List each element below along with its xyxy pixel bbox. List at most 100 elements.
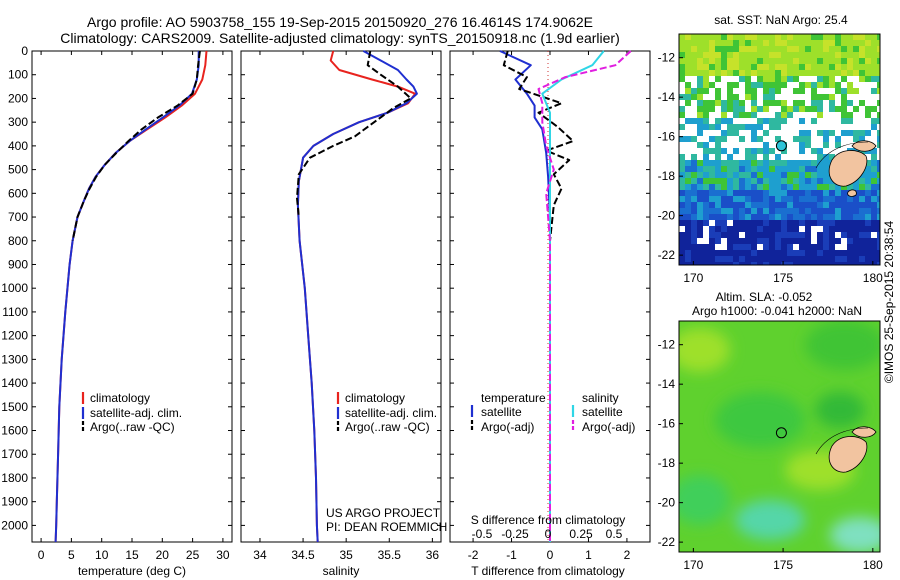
sst-cell	[715, 130, 722, 137]
sst-cell	[871, 88, 878, 95]
sst-cell	[763, 238, 770, 245]
sst-cell	[757, 142, 764, 149]
sst-cell	[787, 244, 794, 251]
sst-cell	[715, 106, 722, 113]
sst-cell	[877, 136, 880, 143]
sst-cell	[715, 184, 722, 191]
sst-cell	[775, 184, 782, 191]
sst-cell	[781, 166, 788, 173]
sst-cell	[835, 106, 842, 113]
sst-cell	[877, 142, 880, 149]
sst-cell	[781, 64, 788, 71]
sst-cell	[721, 256, 728, 263]
sst-cell	[871, 232, 878, 239]
sst-cell	[757, 124, 764, 131]
sst-cell	[775, 34, 782, 41]
sst-cell	[733, 244, 740, 251]
sst-cell	[709, 58, 716, 65]
sst-cell	[685, 244, 692, 251]
sst-cell	[721, 184, 728, 191]
sst-cell	[691, 208, 698, 215]
sst-cell	[781, 94, 788, 101]
lat-tick-label: -12	[658, 338, 676, 352]
sst-cell	[685, 214, 692, 221]
sst-cell	[811, 202, 818, 209]
lon-tick-label: 180	[863, 271, 883, 285]
sst-cell	[805, 160, 812, 167]
sst-cell	[865, 214, 872, 221]
sst-cell	[841, 130, 848, 137]
sst-cell	[727, 100, 734, 107]
sst-cell	[811, 136, 818, 143]
sst-cell	[745, 220, 752, 227]
sst-cell	[793, 184, 800, 191]
sst-cell	[829, 52, 836, 59]
sst-cell	[763, 76, 770, 83]
sst-cell	[871, 190, 878, 197]
sst-cell	[685, 190, 692, 197]
sst-cell	[679, 244, 686, 251]
sst-cell	[847, 40, 854, 47]
sst-cell	[697, 166, 704, 173]
sst-cell	[787, 64, 794, 71]
sst-cell	[757, 88, 764, 95]
fiji-islands	[815, 140, 877, 197]
sst-cell	[757, 238, 764, 245]
sst-cell	[745, 214, 752, 221]
sst-cell	[763, 172, 770, 179]
sst-cell	[697, 250, 704, 257]
sst-map-title: sat. SST: NaN Argo: 25.4	[714, 13, 848, 27]
sst-cell	[859, 136, 866, 143]
sst-cell	[733, 220, 740, 227]
sst-cell	[787, 172, 794, 179]
sst-cell	[817, 190, 824, 197]
sst-cell	[709, 190, 716, 197]
sst-cell	[781, 226, 788, 233]
sst-cell	[859, 190, 866, 197]
sst-cell	[745, 178, 752, 185]
sst-cell	[847, 88, 854, 95]
s-tick-label: 0	[545, 527, 552, 541]
y-tick-label: 400	[8, 139, 28, 153]
sst-cell	[715, 172, 722, 179]
x-tick-label: 2	[624, 548, 631, 562]
sst-cell	[823, 88, 830, 95]
sst-cell	[847, 208, 854, 215]
sst-cell	[721, 172, 728, 179]
sst-cell	[805, 232, 812, 239]
sst-cell	[817, 196, 824, 203]
sst-cell	[877, 250, 880, 257]
sst-cell	[811, 118, 818, 125]
sst-cell	[823, 208, 830, 215]
x-tick-label: 30	[216, 548, 230, 562]
sst-cell	[805, 196, 812, 203]
sst-cell	[745, 88, 752, 95]
sst-cell	[715, 166, 722, 173]
sst-cell	[739, 100, 746, 107]
sst-cell	[745, 82, 752, 89]
sst-cell	[739, 262, 746, 265]
sst-cell	[841, 82, 848, 89]
sst-cell	[775, 250, 782, 257]
sst-cell	[679, 196, 686, 203]
sst-cell	[703, 124, 710, 131]
sst-cell	[691, 136, 698, 143]
sst-cell	[859, 250, 866, 257]
sst-cell	[751, 70, 758, 77]
sst-cell	[805, 124, 812, 131]
sst-cell	[691, 142, 698, 149]
sst-cell	[877, 64, 880, 71]
series-line	[296, 50, 418, 543]
sst-cell	[715, 190, 722, 197]
sst-cell	[853, 82, 860, 89]
sst-cell	[793, 256, 800, 263]
sst-cell	[775, 220, 782, 227]
sst-cell	[715, 238, 722, 245]
y-tick-label: 1900	[1, 495, 28, 509]
sst-cell	[841, 262, 848, 265]
sst-cell	[835, 94, 842, 101]
sst-cell	[685, 154, 692, 161]
sst-cell	[781, 148, 788, 155]
sst-cell	[745, 202, 752, 209]
sst-cell	[799, 196, 806, 203]
